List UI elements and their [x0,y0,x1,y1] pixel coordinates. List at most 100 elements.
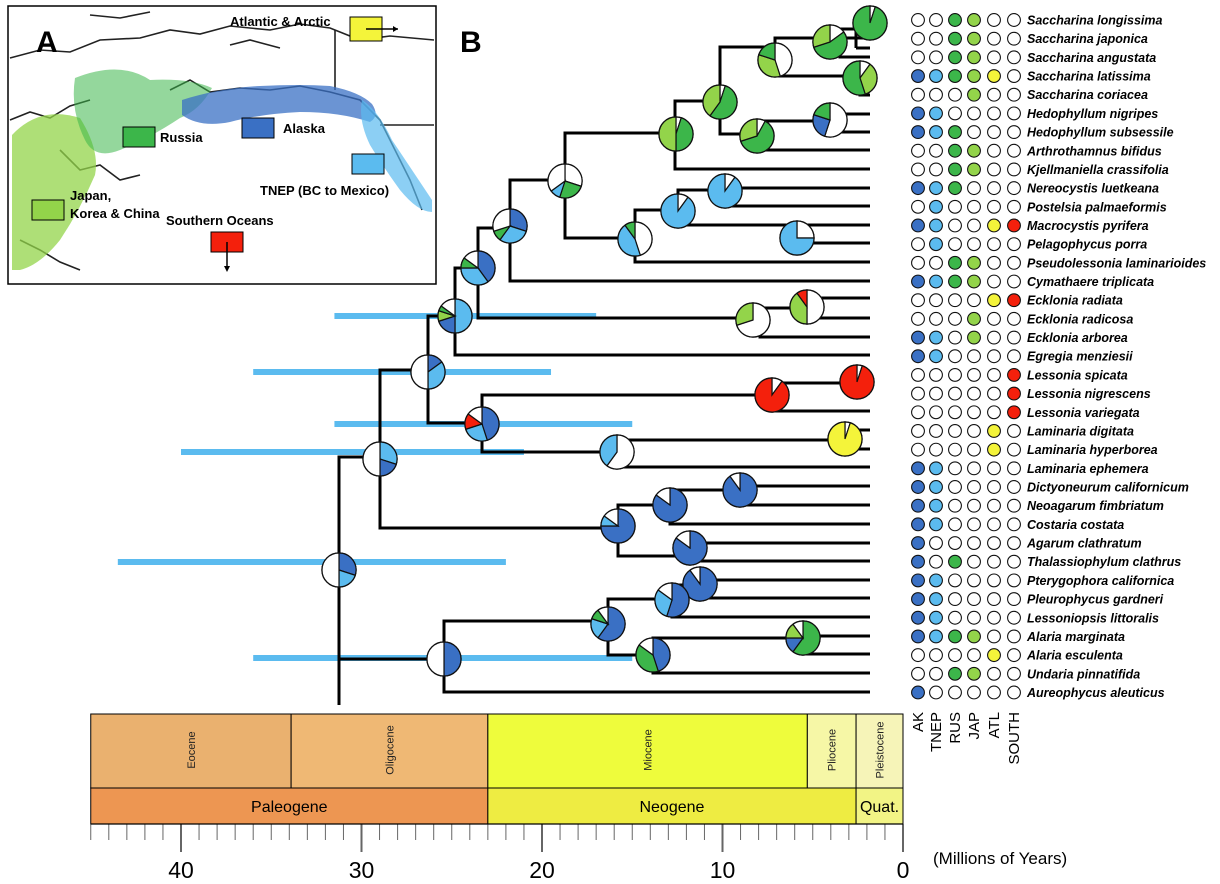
pie-slice [440,298,456,318]
pie-slice [624,221,636,241]
node-pie [852,5,888,41]
occurrence-dot [1007,386,1021,401]
occurrence-dot [987,592,1001,607]
pie-slice [792,620,804,640]
occurrence-dot [1007,461,1021,476]
occurrence-dot [948,293,962,308]
occurrence-dot [1007,330,1021,345]
species-label: Pelagophycus porra [1027,238,1147,252]
occurrence-dot [967,592,981,607]
occurrence-dot [967,181,981,196]
occurrence-dot [967,536,981,550]
occurrence-dot [948,666,962,681]
occurrence-dot [987,125,1001,140]
occurrence-dot [967,554,981,569]
occurrence-dot [911,367,925,382]
occurrence-dot [967,629,981,644]
occurrence-dot [967,498,981,513]
occurrence-dot [929,648,943,663]
occurrence-dot [967,367,981,382]
branch [668,488,870,526]
occurrence-dot [948,367,962,382]
occurrence-dot [1007,517,1021,532]
occurrence-dot [987,69,1001,83]
occurrence-dot [948,498,962,513]
pie-slice [842,60,867,96]
species-label: Undaria pinnatifida [1027,667,1140,681]
pie-slice [859,63,878,95]
occurrence-dot [967,685,981,700]
occurrence-dot [967,69,981,83]
pie-slice [709,85,738,120]
occurrence-dot [1007,573,1021,588]
confidence-interval-bar [253,369,552,375]
pie-slice [658,116,677,152]
occurrence-dot [987,199,1001,214]
species-label: Laminaria hyperborea [1027,443,1158,457]
species-label: Saccharina japonica [1027,32,1148,46]
occurrence-dot [911,31,925,46]
species-label: Aureophycus aleuticus [1026,686,1165,700]
occurrence-dot [1007,648,1021,663]
column-header: JAP [966,712,983,740]
occurrence-dot [948,349,962,364]
pie-slice [655,487,671,507]
label-southern-oceans: Southern Oceans [166,213,274,228]
occurrence-dot [948,50,962,65]
occurrence-dot [967,255,981,270]
occurrence-dot [929,666,943,681]
pie-slice [362,441,381,477]
node-pie [410,354,446,390]
species-label: Dictyoneurum californicum [1027,481,1189,495]
occurrence-dot [987,405,1001,420]
period-label: Neogene [639,799,704,816]
occurrence-dot [929,330,943,345]
occurrence-dot [1007,143,1021,158]
occurrence-dot [1007,610,1021,625]
occurrence-dot [1007,181,1021,196]
occurrence-dot [948,517,962,532]
node-pie [460,250,496,286]
node-pie [590,606,626,642]
species-label: Lessonia variegata [1027,406,1140,420]
region-column-headers: AK TNEP RUS JAP ATL SOUTH [910,712,1023,765]
occurrence-dot [987,367,1001,382]
node-pie [617,221,653,257]
column-header: ATL [986,712,1003,738]
occurrence-dot [987,480,1001,494]
occurrence-dot [987,573,1001,588]
occurrence-dot [929,31,943,46]
occurrence-dot [1007,162,1021,177]
axis-tick-label: 10 [710,857,736,883]
occurrence-dot [911,666,925,681]
species-label: Saccharina longissima [1027,14,1163,28]
occurrence-dot [967,461,981,476]
occurrence-dot [967,330,981,345]
occurrence-dot [987,13,1001,27]
node-pie [660,193,696,229]
pie-slice [707,173,743,209]
occurrence-dot [967,13,981,27]
pie-slice [634,221,653,256]
occurrence-dot [911,517,925,532]
occurrence-dot [929,592,943,607]
occurrence-dot [911,386,925,401]
occurrence-dot [929,442,943,457]
occurrence-dot [929,517,943,532]
occurrence-dot [1007,87,1021,102]
panel-a-label: A [36,26,58,59]
occurrence-dot [948,237,962,252]
node-pie [722,472,758,508]
occurrence-dot [929,199,943,214]
occurrence-dot [948,106,962,121]
occurrence-dot [1007,106,1021,121]
node-pie [654,582,690,618]
pie-slice [492,208,511,233]
node-pie [757,42,793,78]
occurrence-dot [948,442,962,457]
occurrence-dot [967,573,981,588]
occurrence-dot [967,143,981,158]
occurrence-dot [1007,13,1021,27]
occurrence-dot [911,648,925,663]
label-japan: Japan, [70,188,111,203]
